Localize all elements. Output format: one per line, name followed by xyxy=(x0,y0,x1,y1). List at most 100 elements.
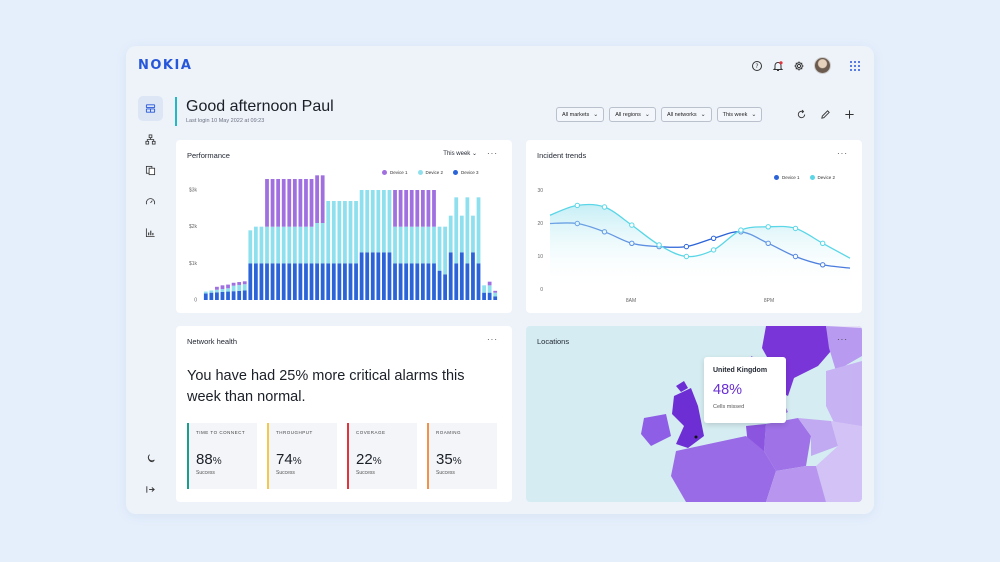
bar-segment[interactable] xyxy=(320,223,325,264)
bar-segment[interactable] xyxy=(487,292,492,300)
bar-segment[interactable] xyxy=(393,263,397,300)
bar-segment[interactable] xyxy=(226,284,230,289)
bar-segment[interactable] xyxy=(326,263,331,300)
bar-segment[interactable] xyxy=(409,226,414,264)
bar-segment[interactable] xyxy=(231,282,236,286)
metric-roaming[interactable]: ROAMING 35% Success xyxy=(427,423,497,489)
bar-segment[interactable] xyxy=(259,226,264,264)
bar-segment[interactable] xyxy=(292,179,297,227)
topology-icon[interactable] xyxy=(138,127,163,152)
bar-segment[interactable] xyxy=(337,201,342,264)
bar-segment[interactable] xyxy=(370,190,375,253)
refresh-icon[interactable] xyxy=(796,107,807,125)
bar-segment[interactable] xyxy=(487,281,492,286)
bar-segment[interactable] xyxy=(370,252,375,300)
documents-icon[interactable] xyxy=(138,158,163,183)
bar-segment[interactable] xyxy=(365,190,370,253)
bar-segment[interactable] xyxy=(415,190,420,227)
bar-segment[interactable] xyxy=(309,263,314,300)
bar-segment[interactable] xyxy=(420,263,425,300)
bar-segment[interactable] xyxy=(304,226,308,264)
help-icon[interactable]: ? xyxy=(751,60,763,72)
bar-segment[interactable] xyxy=(226,288,230,292)
bar-segment[interactable] xyxy=(281,226,286,264)
bar-segment[interactable] xyxy=(304,263,308,300)
bar-segment[interactable] xyxy=(454,197,459,264)
bar-segment[interactable] xyxy=(215,289,219,293)
bar-segment[interactable] xyxy=(326,201,331,264)
bar-segment[interactable] xyxy=(265,179,269,227)
bar-segment[interactable] xyxy=(404,263,409,300)
bar-segment[interactable] xyxy=(231,285,236,292)
bar-segment[interactable] xyxy=(493,292,498,297)
bar-segment[interactable] xyxy=(443,226,448,275)
bar-segment[interactable] xyxy=(287,226,292,264)
collapse-sidebar-icon[interactable] xyxy=(138,477,163,502)
bar-segment[interactable] xyxy=(376,252,381,300)
bar-segment[interactable] xyxy=(248,263,253,300)
range-dropdown[interactable]: This week ⌄ xyxy=(443,150,477,157)
bar-segment[interactable] xyxy=(259,263,264,300)
bar-segment[interactable] xyxy=(304,179,308,227)
bar-segment[interactable] xyxy=(487,285,492,293)
bar-segment[interactable] xyxy=(387,190,392,253)
metric-throughput[interactable]: THROUGHPUT 74% Success xyxy=(267,423,337,489)
add-icon[interactable] xyxy=(844,107,855,125)
bar-segment[interactable] xyxy=(315,175,319,223)
bar-segment[interactable] xyxy=(209,290,214,293)
bar-segment[interactable] xyxy=(409,263,414,300)
bar-segment[interactable] xyxy=(287,263,292,300)
bar-segment[interactable] xyxy=(253,226,258,264)
metric-time-to-connect[interactable]: TIME TO CONNECT 88% Success xyxy=(187,423,257,489)
bar-segment[interactable] xyxy=(454,263,459,300)
bar-segment[interactable] xyxy=(298,263,303,300)
bar-segment[interactable] xyxy=(476,263,481,300)
bar-segment[interactable] xyxy=(215,292,219,300)
bar-segment[interactable] xyxy=(465,263,470,300)
dashboard-icon[interactable] xyxy=(138,96,163,121)
filter-time-range[interactable]: This week ⌄ xyxy=(716,107,763,122)
bar-segment[interactable] xyxy=(231,291,236,300)
bar-segment[interactable] xyxy=(203,291,208,294)
bar-segment[interactable] xyxy=(226,291,230,300)
bar-segment[interactable] xyxy=(348,201,353,264)
data-point[interactable] xyxy=(656,242,662,248)
bar-segment[interactable] xyxy=(348,263,353,300)
bar-segment[interactable] xyxy=(426,263,431,300)
bar-segment[interactable] xyxy=(476,197,481,264)
bar-segment[interactable] xyxy=(420,226,425,264)
data-point[interactable] xyxy=(683,253,690,260)
bar-segment[interactable] xyxy=(404,190,409,227)
user-avatar[interactable] xyxy=(814,57,831,74)
bar-segment[interactable] xyxy=(281,263,286,300)
bar-segment[interactable] xyxy=(493,290,498,293)
data-point[interactable] xyxy=(710,247,717,253)
bar-segment[interactable] xyxy=(382,190,386,253)
settings-gear-icon[interactable] xyxy=(793,60,805,72)
more-options-icon[interactable]: ··· xyxy=(837,335,848,344)
more-options-icon[interactable]: ··· xyxy=(487,149,498,158)
bar-segment[interactable] xyxy=(482,285,486,293)
bar-segment[interactable] xyxy=(443,274,448,300)
bar-segment[interactable] xyxy=(448,252,453,300)
data-point[interactable] xyxy=(710,235,717,242)
bar-segment[interactable] xyxy=(309,226,314,264)
bar-segment[interactable] xyxy=(203,293,208,300)
bar-segment[interactable] xyxy=(493,296,498,300)
bar-segment[interactable] xyxy=(270,226,275,264)
bar-segment[interactable] xyxy=(432,226,436,264)
notification-bell-icon[interactable] xyxy=(772,60,784,72)
dark-mode-icon[interactable] xyxy=(138,446,163,471)
bar-segment[interactable] xyxy=(365,252,370,300)
bar-segment[interactable] xyxy=(253,263,258,300)
data-point[interactable] xyxy=(820,240,826,247)
bar-segment[interactable] xyxy=(393,226,397,264)
bar-segment[interactable] xyxy=(276,263,281,300)
bar-segment[interactable] xyxy=(209,292,214,300)
bar-segment[interactable] xyxy=(387,252,392,300)
bar-segment[interactable] xyxy=(265,263,269,300)
bar-segment[interactable] xyxy=(343,201,347,264)
bar-segment[interactable] xyxy=(315,263,319,300)
bar-segment[interactable] xyxy=(432,263,436,300)
bar-segment[interactable] xyxy=(298,179,303,227)
